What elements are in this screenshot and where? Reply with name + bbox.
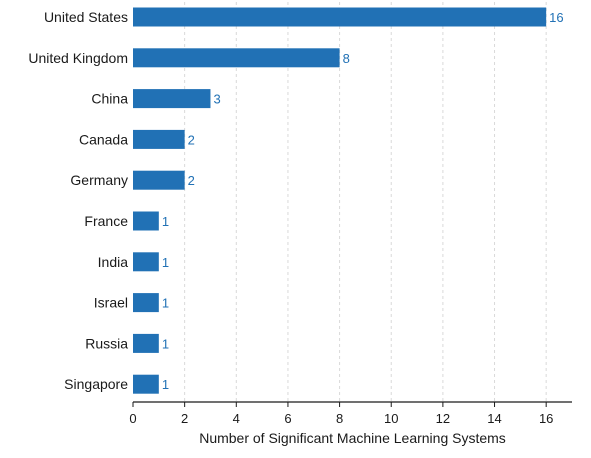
category-label: Canada [79, 131, 128, 147]
category-labels: United States United Kingdom China Canada Ge… [28, 9, 128, 392]
value-label: 1 [162, 214, 169, 229]
x-axis-ticks: 0 2 4 6 8 10 12 14 16 [129, 402, 553, 426]
category-label: Russia [85, 335, 128, 351]
bar [133, 7, 547, 27]
x-tick-label: 10 [384, 411, 398, 426]
value-label: 1 [162, 377, 169, 392]
bars [133, 7, 547, 394]
x-tick-label: 0 [129, 411, 136, 426]
category-label: United States [44, 9, 128, 25]
value-labels: 16 8 3 2 2 1 1 1 1 1 [162, 10, 564, 392]
category-label: United Kingdom [28, 50, 128, 66]
bar [133, 129, 185, 149]
value-label: 3 [213, 92, 220, 107]
bar [133, 252, 159, 272]
value-label: 1 [162, 296, 169, 311]
bar [133, 374, 159, 394]
value-label: 8 [343, 51, 350, 66]
bar [133, 293, 159, 313]
x-tick-label: 4 [233, 411, 240, 426]
category-label: China [91, 91, 128, 107]
x-tick-label: 14 [487, 411, 501, 426]
value-label: 16 [549, 10, 563, 25]
category-label: Singapore [64, 376, 128, 392]
category-label: India [98, 254, 129, 270]
value-label: 1 [162, 336, 169, 351]
x-tick-label: 8 [336, 411, 343, 426]
value-label: 2 [188, 132, 195, 147]
category-label: France [84, 213, 128, 229]
bar [133, 211, 159, 231]
category-label: Germany [70, 172, 128, 188]
category-label: Israel [94, 295, 128, 311]
bar [133, 89, 211, 109]
bar [133, 170, 185, 190]
x-tick-label: 12 [436, 411, 450, 426]
bar [133, 48, 340, 68]
x-tick-label: 16 [539, 411, 553, 426]
grid-lines [184, 2, 547, 402]
value-label: 2 [188, 173, 195, 188]
x-tick-label: 2 [181, 411, 188, 426]
x-tick-label: 6 [284, 411, 291, 426]
value-label: 1 [162, 255, 169, 270]
bar [133, 333, 159, 353]
x-axis-title: Number of Significant Machine Learning S… [199, 430, 506, 446]
